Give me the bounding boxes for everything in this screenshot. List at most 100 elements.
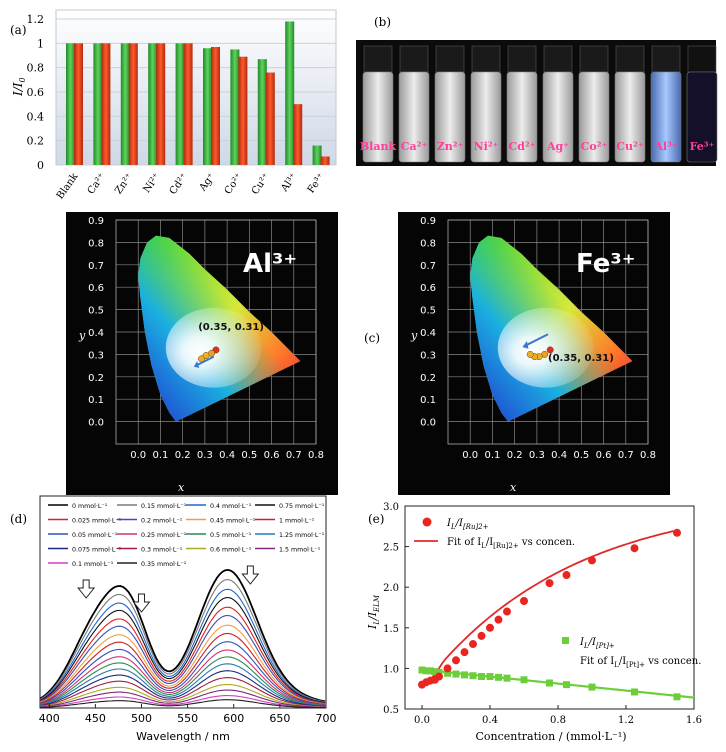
vial-row: Blank Ca²⁺ Zn²⁺ Ni²⁺ Cd²⁺ Ag⁺ Co²⁺ Cu²⁺ Al³⁺ Fe³⁺ xyxy=(360,45,718,163)
ru-point xyxy=(469,640,477,649)
legend-label: 0.4 mmol·L⁻¹ xyxy=(210,503,252,510)
cie-y-tick-label: 0.5 xyxy=(88,306,104,317)
pt-point xyxy=(520,676,528,684)
vial-cap xyxy=(507,45,537,73)
cie-x-tick-label: 0.0 xyxy=(130,450,146,461)
pt-point xyxy=(588,683,596,691)
pt-point xyxy=(495,673,502,681)
spectrum-curve xyxy=(39,677,326,708)
vial-label: Co²⁺ xyxy=(581,140,608,153)
cie-x-tick-label: 0.3 xyxy=(197,450,213,461)
vial-cap xyxy=(651,45,681,73)
vial-body xyxy=(506,71,538,163)
spectra-arrows xyxy=(77,565,260,613)
panel-b: (b) Blank Ca²⁺ Zn²⁺ Ni²⁺ Cd²⁺ Ag⁺ Co²⁺ Cu²⁺ Al³⁺… xyxy=(356,15,718,166)
vial-body xyxy=(614,71,646,163)
bar-red xyxy=(265,72,275,165)
pt-point xyxy=(478,673,485,681)
conc-x-tick-label: 0.8 xyxy=(550,715,566,726)
cie-plot-border xyxy=(115,219,317,445)
panel-e-label: (e) xyxy=(368,512,384,526)
down-arrow-icon xyxy=(77,579,96,599)
cie-y-tick-label: 0.4 xyxy=(420,328,436,339)
legend-label: 0.2 mmol·L⁻¹ xyxy=(141,518,183,525)
cie-y-axis-label: y xyxy=(78,329,86,342)
cie-x-tick-label: 0.4 xyxy=(219,450,235,461)
pt-point xyxy=(422,667,430,675)
legend-pt-label: IL/I[Pt]+ xyxy=(579,637,615,650)
conc-x-tick-label: 0.0 xyxy=(414,715,430,726)
panel-e: (e) 0.0 0.4 0.8 1.2 1.6 0.5 1.0 1.5 2.0 2.5 3.0 IL… xyxy=(366,502,702,743)
bar-green xyxy=(93,43,103,166)
vial-body xyxy=(470,71,502,163)
bar-green xyxy=(175,43,185,166)
conc-y-tick-label: 1.0 xyxy=(383,664,399,675)
cie-y-tick-label: 0.0 xyxy=(88,418,104,429)
bar-red xyxy=(293,104,303,165)
cie-x-tick-label: 0.3 xyxy=(529,450,545,461)
vial-label: Blank xyxy=(360,140,397,153)
conc-x-tick-label: 0.4 xyxy=(482,715,498,726)
pt-point xyxy=(461,671,468,679)
panel-c-label: (c) xyxy=(364,331,380,345)
vial-body xyxy=(578,71,610,163)
cie-x-tick-label: 0.7 xyxy=(618,450,634,461)
spectrum-curve xyxy=(39,649,326,706)
spectra-x-ticks: 400 450 500 550 600 650 700 xyxy=(39,704,337,725)
bar-green xyxy=(285,21,295,165)
bar-red xyxy=(128,43,138,166)
legend-label: 0.15 mmol·L⁻¹ xyxy=(141,503,187,510)
pt-point xyxy=(546,679,553,687)
conc-y-tick-label: 3.0 xyxy=(383,502,399,513)
pt-point xyxy=(563,681,570,689)
bar-y-tick-label: 0.4 xyxy=(27,110,45,123)
panel-d: (d) 0 mmol·L⁻¹ 0.15 mmol·L⁻¹ 0.4 mmol·L⁻¹ 0… xyxy=(10,495,337,743)
vial-label: Ni²⁺ xyxy=(474,140,499,153)
spectra-x-tick-label: 400 xyxy=(39,712,60,725)
ru-point xyxy=(630,544,639,553)
spectrum-curve xyxy=(39,588,326,703)
legend-label: 0.075 mmol·L⁻¹ xyxy=(72,547,122,554)
spectrum-curve xyxy=(39,699,326,709)
legend-label: 0.45 mmol·L⁻¹ xyxy=(210,518,256,525)
legend-ru-marker xyxy=(422,517,432,527)
cie-y-tick-label: 0.1 xyxy=(88,395,104,406)
spectra-x-axis-label: Wavelength / nm xyxy=(136,730,230,743)
vial-cap xyxy=(363,45,393,73)
legend-label: 0.3 mmol·L⁻¹ xyxy=(141,547,183,554)
vial-body xyxy=(686,71,718,163)
bar-chart-y-ticks: 0 0.2 0.4 0.6 0.8 1 1.2 xyxy=(27,13,45,172)
legend-label: 0.5 mmol·L⁻¹ xyxy=(210,532,252,539)
cie-point xyxy=(526,350,534,358)
vial-body xyxy=(434,71,466,163)
bar-green xyxy=(120,43,130,166)
cie-annotation: (0.35, 0.31) xyxy=(198,322,264,333)
conc-y-tick-label: 1.5 xyxy=(383,624,399,635)
pt-point xyxy=(435,668,443,676)
cie-arrow xyxy=(195,355,215,367)
spectrum-curve xyxy=(39,695,326,708)
cie-y-tick-label: 0.2 xyxy=(88,373,104,384)
panel-d-label: (d) xyxy=(10,512,27,526)
vial-cap xyxy=(435,45,465,73)
bar-category-label: Cu²⁺ xyxy=(250,171,272,196)
bar-y-tick-label: 1.2 xyxy=(27,13,45,26)
legend-label: 0.35 mmol·L⁻¹ xyxy=(141,561,187,568)
cie-x-tick-label: 0.8 xyxy=(640,450,656,461)
conc-y-tick-label: 0.5 xyxy=(383,705,399,716)
bar-red xyxy=(320,156,330,165)
pt-point xyxy=(503,674,511,682)
panel-a-label: (a) xyxy=(10,23,27,37)
legend-label: 1.5 mmol·L⁻¹ xyxy=(279,547,321,554)
legend-label: 0.25 mmol·L⁻¹ xyxy=(141,532,187,539)
bar-green xyxy=(230,49,240,165)
legend-label: 0.025 mmol·L⁻¹ xyxy=(72,518,122,525)
panel-b-label: (b) xyxy=(374,15,391,29)
spectrum-curve xyxy=(39,641,326,706)
cie-y-tick-label: 0.7 xyxy=(88,261,104,272)
down-arrow-icon xyxy=(132,593,151,613)
ru-point xyxy=(562,571,571,580)
conc-x-tick-label: 1.6 xyxy=(686,715,702,726)
conc-plot-x-axis-label: Concentration / (mmol·L⁻¹) xyxy=(475,730,626,743)
